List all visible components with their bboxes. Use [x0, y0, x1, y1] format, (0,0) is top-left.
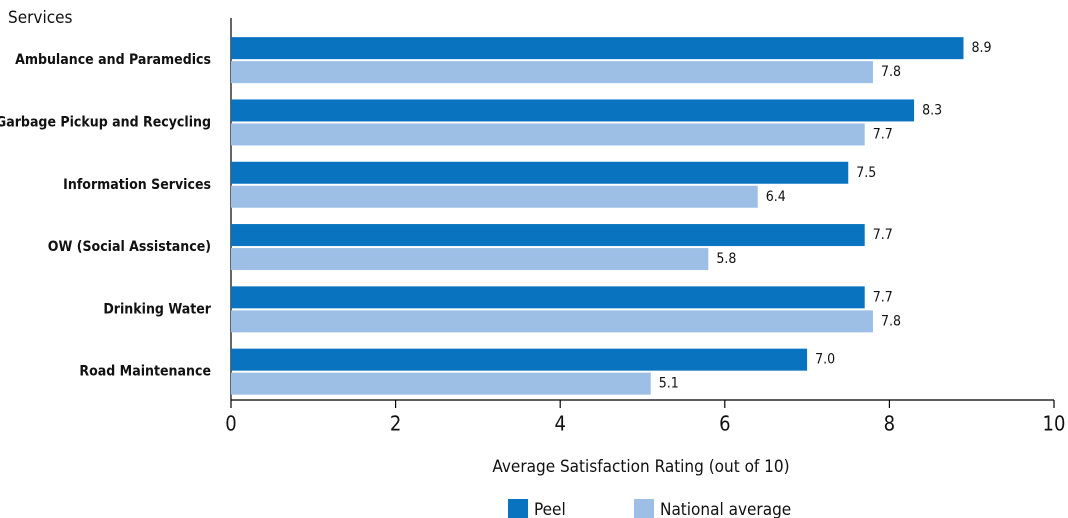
x-tick-label: 0 — [225, 412, 236, 436]
x-tick-label: 4 — [554, 412, 565, 436]
value-label: 7.7 — [873, 289, 893, 305]
bar — [231, 348, 808, 371]
value-label: 6.4 — [766, 189, 786, 205]
y-tick-label: Garbage Pickup and Recycling — [0, 114, 211, 130]
value-label: 7.8 — [881, 64, 901, 80]
bar — [231, 61, 873, 84]
bar — [231, 123, 865, 146]
value-label: 7.0 — [815, 352, 835, 368]
x-tick-label: 2 — [390, 412, 401, 436]
bar — [231, 286, 865, 309]
bar — [231, 161, 849, 184]
value-label: 7.7 — [873, 227, 893, 243]
y-tick-label: Road Maintenance — [79, 364, 211, 380]
value-label: 8.3 — [922, 102, 942, 118]
y-tick-label: Ambulance and Paramedics — [15, 52, 211, 68]
bar — [231, 185, 758, 208]
x-tick-label: 6 — [719, 412, 730, 436]
value-label: 7.7 — [873, 126, 893, 142]
value-label: 7.5 — [856, 165, 876, 181]
bar — [231, 37, 964, 60]
y-tick-label: Information Services — [63, 177, 211, 193]
x-tick-label: 8 — [884, 412, 895, 436]
y-tick-label: OW (Social Assistance) — [48, 239, 211, 255]
value-label: 7.8 — [881, 313, 901, 329]
x-tick-label: 10 — [1043, 412, 1066, 436]
bar — [231, 99, 915, 122]
bar — [231, 372, 651, 395]
legend-label: Peel — [534, 500, 566, 518]
bar — [231, 248, 709, 271]
bar — [231, 310, 873, 333]
legend-label: National average — [660, 500, 791, 518]
x-axis-title: Average Satisfaction Rating (out of 10) — [492, 457, 789, 477]
legend-swatch — [634, 499, 654, 518]
value-label: 5.8 — [716, 251, 736, 267]
y-axis-title: Services — [8, 8, 73, 28]
bar — [231, 224, 865, 247]
y-tick-label: Drinking Water — [103, 301, 211, 317]
value-label: 5.1 — [659, 376, 679, 392]
value-label: 8.9 — [971, 40, 991, 56]
legend-swatch — [508, 499, 528, 518]
